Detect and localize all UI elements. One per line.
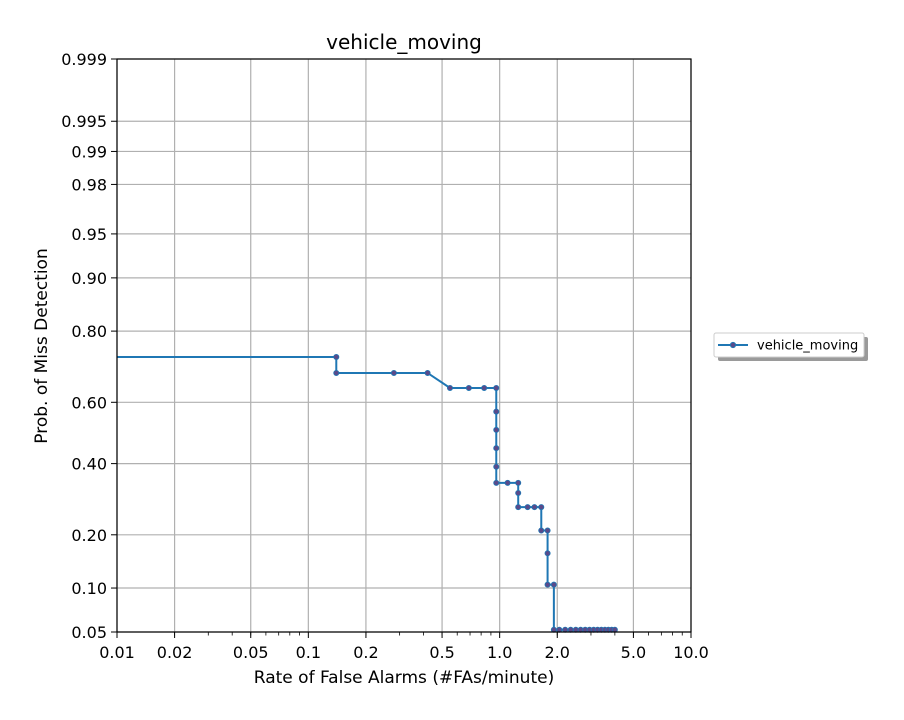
x-tick-label: 0.5 — [429, 643, 454, 662]
data-point — [524, 504, 531, 511]
y-tick-label: 0.10 — [71, 579, 107, 598]
data-point — [493, 479, 500, 486]
x-tick-label: 0.2 — [353, 643, 378, 662]
y-tick-label: 0.20 — [71, 526, 107, 545]
data-point — [515, 489, 522, 496]
y-tick-label: 0.995 — [61, 112, 107, 131]
data-point — [390, 369, 397, 376]
data-point — [481, 384, 488, 391]
chart-title: vehicle_moving — [326, 30, 482, 54]
y-tick-label: 0.95 — [71, 225, 107, 244]
data-point — [515, 504, 522, 511]
data-point — [333, 369, 340, 376]
y-axis-title: Prob. of Miss Detection — [32, 248, 52, 443]
data-point — [424, 369, 431, 376]
y-tick-label: 0.90 — [71, 269, 107, 288]
x-axis: 0.01 0.02 0.05 0.1 0.2 0.5 1.0 2.0 5.0 10.0 — [99, 632, 709, 662]
legend: vehicle_moving — [713, 332, 868, 361]
data-point — [538, 527, 545, 534]
data-point — [493, 384, 500, 391]
y-tick-label: 0.60 — [71, 393, 107, 412]
x-axis-title: Rate of False Alarms (#FAs/minute) — [254, 668, 554, 688]
y-tick-label: 0.98 — [71, 175, 107, 194]
x-tick-label: 0.1 — [296, 643, 321, 662]
data-point — [493, 463, 500, 470]
data-point — [538, 504, 545, 511]
data-point — [550, 581, 557, 588]
data-point — [493, 408, 500, 415]
x-tick-label: 0.01 — [99, 643, 135, 662]
x-tick-label: 1.0 — [487, 643, 512, 662]
x-tick-label: 0.05 — [233, 643, 269, 662]
data-point — [544, 550, 551, 557]
legend-box — [713, 332, 865, 358]
data-point — [544, 527, 551, 534]
data-point — [446, 384, 453, 391]
data-point — [504, 479, 511, 486]
data-point — [515, 479, 522, 486]
y-tick-label: 0.999 — [61, 50, 107, 69]
data-point — [531, 504, 538, 511]
x-tick-label: 10.0 — [673, 643, 709, 662]
x-tick-label: 0.02 — [157, 643, 193, 662]
x-tick-label: 5.0 — [621, 643, 646, 662]
plot-frame — [116, 58, 692, 633]
x-tick-label: 2.0 — [545, 643, 570, 662]
y-tick-label: 0.99 — [71, 142, 107, 161]
data-point — [333, 353, 340, 360]
data-point — [544, 581, 551, 588]
data-point — [465, 384, 472, 391]
legend-label-vehicle-moving: vehicle_moving — [757, 339, 858, 354]
y-tick-label: 0.40 — [71, 455, 107, 474]
legend-marker-vehicle-moving — [729, 341, 737, 349]
data-point — [493, 426, 500, 433]
data-point — [493, 445, 500, 452]
series-layer — [117, 353, 618, 633]
y-tick-label: 0.80 — [71, 322, 107, 341]
y-axis: 0.05 0.10 0.20 0.40 0.60 0.80 0.90 0.95 0.98 0.99… — [61, 50, 117, 642]
y-tick-label: 0.05 — [71, 623, 107, 642]
